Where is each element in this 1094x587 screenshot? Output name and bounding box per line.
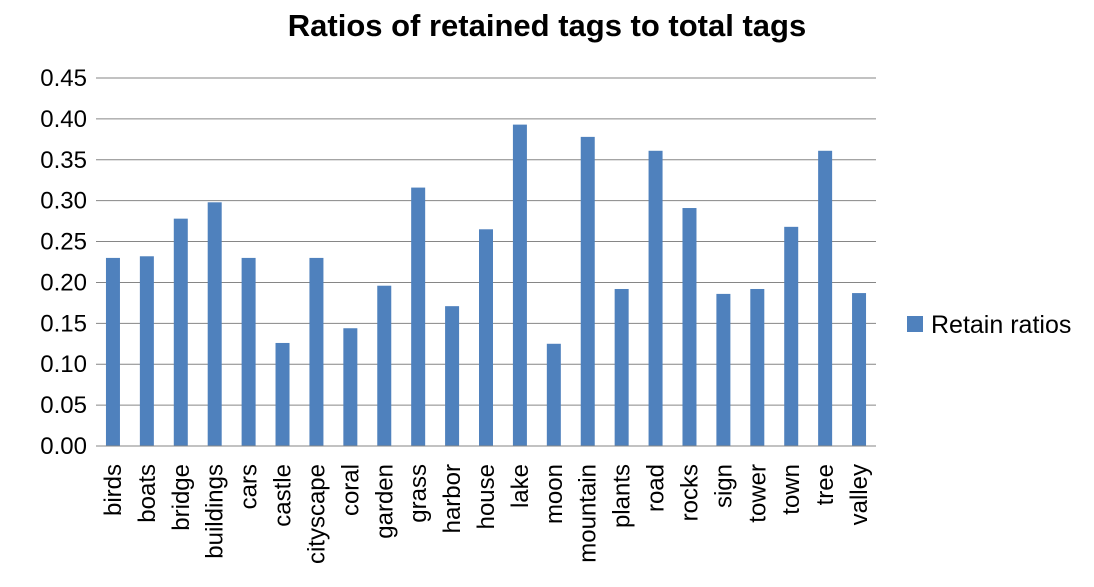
legend-swatch [907, 316, 923, 332]
bar-rocks [682, 208, 697, 446]
bar-plants [614, 288, 629, 446]
x-tick-label: bridge [168, 464, 195, 531]
y-tick-label: 0.40 [40, 106, 87, 133]
legend: Retain ratios [907, 311, 1071, 339]
bar-valley [852, 293, 867, 446]
bar-tower [750, 288, 765, 446]
bar-cityscape [309, 257, 324, 446]
x-tick-label: castle [270, 464, 297, 527]
bar-moon [546, 343, 561, 446]
y-tick-label: 0.35 [40, 147, 87, 174]
x-tick-label: garden [371, 464, 398, 539]
bar-road [648, 150, 663, 446]
x-tick-label: moon [541, 464, 568, 524]
y-axis-tick-labels: 0.00 0.05 0.10 0.15 0.20 0.25 0.30 0.35 0.40 0.45 [40, 65, 87, 460]
x-tick-label: harbor [439, 464, 466, 533]
x-tick-label: grass [405, 464, 432, 523]
x-tick-label: mountain [575, 464, 602, 563]
bar-bridge [173, 218, 188, 446]
bar-harbor [445, 306, 460, 446]
x-tick-label: cars [236, 464, 263, 509]
legend-label: Retain ratios [931, 311, 1071, 339]
bar-town [784, 226, 799, 446]
y-tick-label: 0.20 [40, 269, 87, 296]
bar-sign [716, 293, 731, 446]
x-tick-label: road [643, 464, 670, 512]
x-tick-label: house [473, 464, 500, 529]
bars [105, 124, 867, 447]
bar-tree [818, 150, 833, 446]
bar-grass [411, 187, 426, 447]
x-tick-label: coral [337, 464, 364, 516]
bar-birds [105, 257, 120, 446]
chart-title: Ratios of retained tags to total tags [287, 8, 807, 43]
bar-buildings [207, 202, 222, 446]
y-tick-label: 0.10 [40, 351, 87, 378]
bar-boats [139, 256, 154, 446]
x-tick-label: valley [846, 464, 873, 525]
bar-mountain [580, 136, 595, 446]
bar-garden [377, 285, 392, 446]
x-tick-label: lake [507, 464, 534, 508]
x-tick-label: tree [812, 464, 839, 505]
x-tick-label: town [778, 464, 805, 515]
x-tick-label: tower [744, 464, 771, 523]
y-tick-label: 0.00 [40, 433, 87, 460]
y-tick-label: 0.15 [40, 310, 87, 337]
x-tick-label: cityscape [303, 464, 330, 564]
y-tick-label: 0.45 [40, 65, 87, 92]
y-tick-label: 0.25 [40, 229, 87, 256]
x-tick-label: boats [134, 464, 161, 523]
bar-house [479, 229, 493, 446]
bar-castle [275, 342, 290, 446]
bar-coral [343, 328, 358, 446]
x-tick-label: sign [710, 464, 737, 508]
x-tick-label: rocks [676, 464, 703, 521]
bar-cars [241, 257, 256, 446]
x-tick-label: plants [609, 464, 636, 528]
y-tick-label: 0.30 [40, 188, 87, 215]
x-tick-label: buildings [202, 464, 229, 559]
y-tick-label: 0.05 [40, 392, 87, 419]
x-tick-label: birds [100, 464, 127, 516]
bar-lake [512, 124, 527, 446]
x-axis-tick-labels: birds boats bridge buildings cars castle citys… [100, 464, 873, 564]
